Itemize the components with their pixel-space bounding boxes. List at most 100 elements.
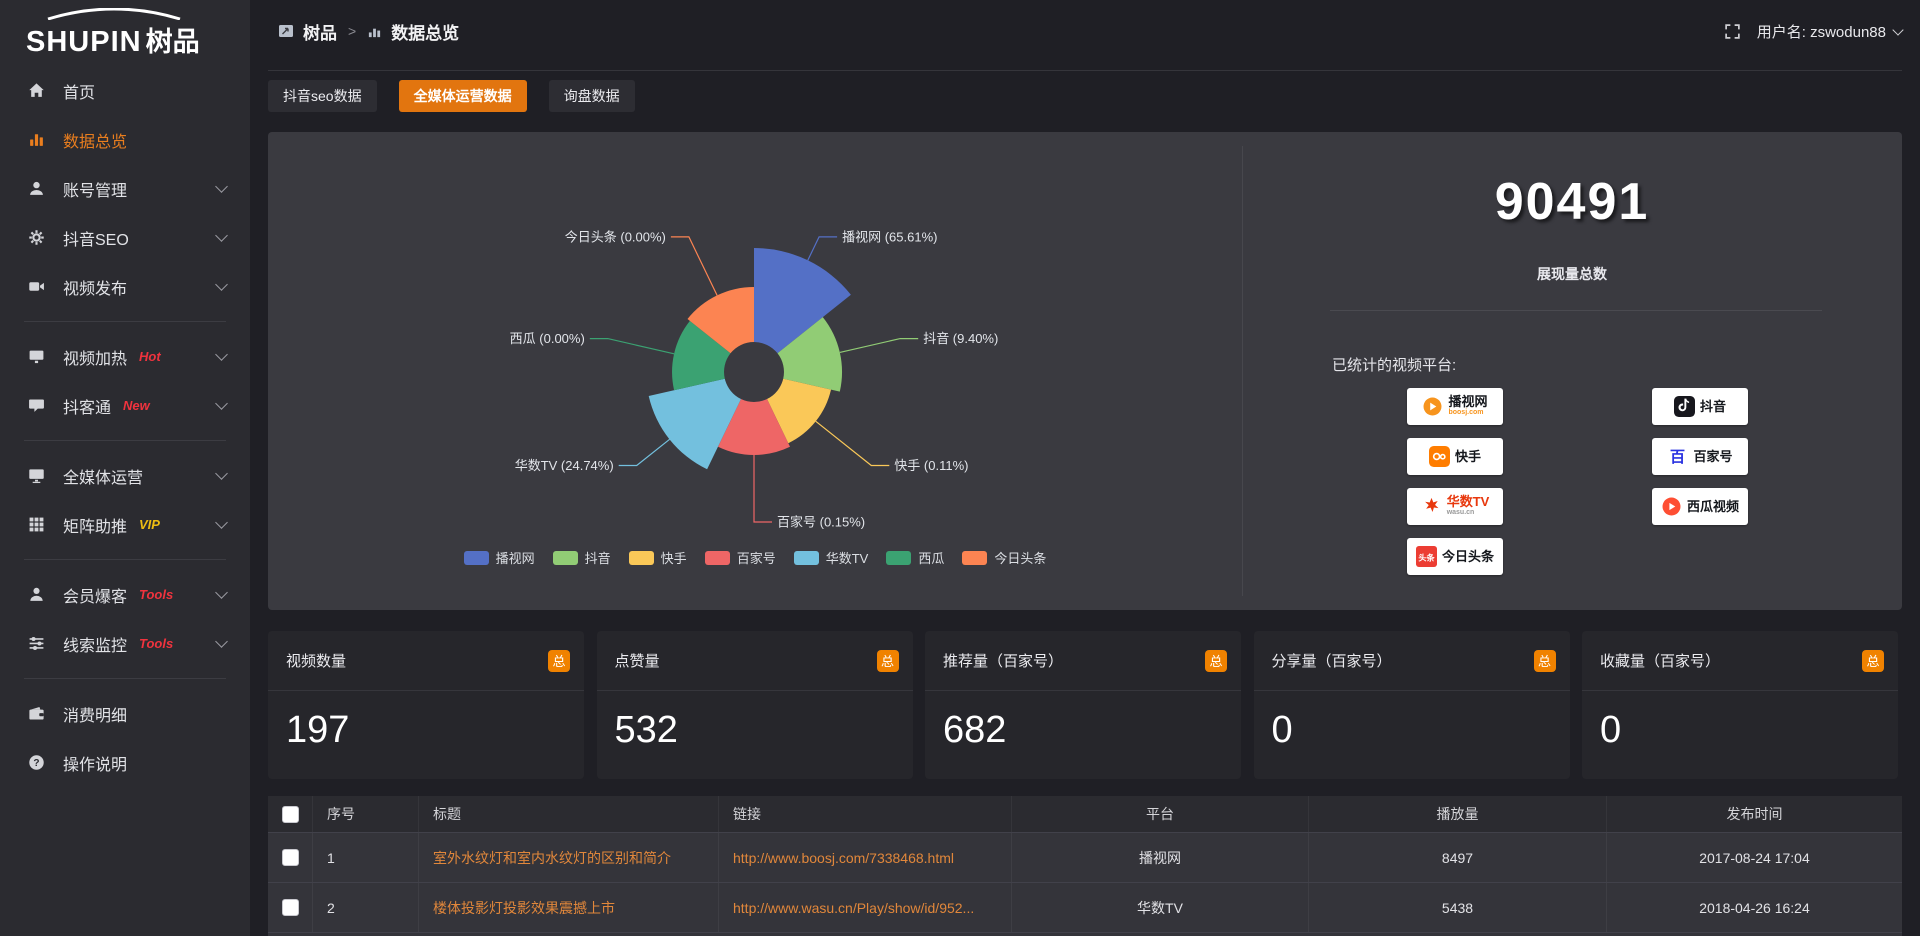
total-impressions-label: 展现量总数 — [1537, 266, 1607, 282]
chevron-down-icon[interactable] — [1892, 23, 1904, 36]
topbar: 树品 > 数据总览 用户名: zswodun88 — [250, 0, 1920, 71]
pie-slice-播视网[interactable] — [754, 248, 851, 354]
legend-item-华数TV[interactable]: 华数TV — [793, 548, 868, 567]
sidebar-item-badge: New — [123, 398, 150, 413]
row-checkbox[interactable] — [281, 849, 299, 866]
sidebar-item-账号管理[interactable]: 账号管理 — [0, 164, 250, 213]
sidebar-item-操作说明[interactable]: ? 操作说明 — [0, 738, 250, 787]
stat-card-点赞量: 点赞量 总 532 — [596, 631, 913, 779]
legend-item-西瓜[interactable]: 西瓜 — [886, 548, 944, 567]
table-row: 2 楼体投影灯投影效果震撼上市 http://www.wasu.cn/Play/sh… — [268, 883, 1902, 933]
sidebar-item-首页[interactable]: 首页 — [0, 66, 250, 115]
row-checkbox[interactable] — [281, 899, 299, 916]
total-badge[interactable]: 总 — [1205, 649, 1227, 672]
stat-card-label: 收藏量（百家号） — [1600, 653, 1721, 670]
sidebar-item-badge: VIP — [139, 517, 160, 532]
platform-badge-快手: 快手 — [1407, 438, 1503, 475]
total-badge[interactable]: 总 — [1862, 649, 1884, 672]
pie-label-line — [815, 420, 890, 467]
sidebar-item-label: 抖客通 — [63, 399, 112, 417]
select-all-checkbox[interactable] — [281, 805, 299, 823]
stat-card-label: 分享量（百家号） — [1271, 653, 1392, 670]
stat-card-label: 视频数量 — [286, 653, 347, 670]
pie-slice-华数TV[interactable] — [648, 378, 741, 470]
breadcrumb-root[interactable]: 树品 — [303, 23, 337, 43]
home-icon — [28, 82, 50, 99]
breadcrumb: 树品 > 数据总览 — [278, 0, 459, 62]
sidebar-item-线索监控[interactable]: 线索监控 Tools — [0, 619, 250, 668]
legend-item-抖音[interactable]: 抖音 — [552, 548, 611, 567]
sidebar-item-会员爆客[interactable]: 会员爆客 Tools — [0, 570, 250, 619]
sidebar-item-label: 消费明细 — [63, 707, 128, 725]
column-header-序号: 序号 — [313, 796, 419, 832]
sidebar-item-label: 操作说明 — [63, 756, 128, 774]
pie-slice-抖音[interactable] — [777, 317, 843, 392]
video-title-link[interactable]: 室外水纹灯和室内水纹灯的区别和简介 — [433, 849, 671, 866]
sidebar-item-全媒体运营[interactable]: 全媒体运营 — [0, 451, 250, 500]
sidebar-item-label: 会员爆客 — [63, 588, 128, 606]
platform-name: 西瓜视频 — [1686, 498, 1739, 514]
username-label[interactable]: 用户名: zswodun88 — [1756, 23, 1886, 41]
legend-item-播视网[interactable]: 播视网 — [463, 548, 535, 567]
tab-询盘数据[interactable]: 询盘数据 — [548, 80, 635, 112]
logo-text-en: SHUPIN — [26, 26, 142, 58]
fullscreen-icon[interactable] — [1724, 23, 1741, 40]
person-icon — [28, 586, 50, 603]
chevron-down-icon — [215, 348, 228, 361]
platforms-grid: 播视网 boosj.com 抖音 快手 百百家号 华数TV wasu.cn 西瓜视频 头条 今日头… — [1407, 388, 1748, 575]
stat-card-收藏量（百家号）: 收藏量（百家号） 总 0 — [1582, 631, 1898, 779]
sidebar-item-label: 全媒体运营 — [63, 469, 144, 487]
stat-cards: 视频数量总 197 点赞量总 532 推荐量（百家号）总 682 分享量（百家号）总 0 收藏量… — [268, 631, 1898, 779]
sidebar-item-label: 首页 — [63, 84, 96, 102]
sidebar-item-抖客通[interactable]: 抖客通 New — [0, 381, 250, 430]
pie-slice-今日头条[interactable] — [687, 287, 755, 354]
video-title-link[interactable]: 楼体投影灯投影效果震撼上市 — [433, 899, 615, 916]
sidebar-item-矩阵助推[interactable]: 矩阵助推 VIP — [0, 500, 250, 549]
stat-card-value: 0 — [1600, 709, 1622, 751]
video-url-link[interactable]: http://www.boosj.com/7338468.html — [733, 849, 955, 866]
sidebar-divider — [24, 559, 226, 560]
legend-swatch — [628, 550, 654, 565]
sidebar-item-抖音SEO[interactable]: 抖音SEO — [0, 213, 250, 262]
pie-label: 快手 (0.11%) — [894, 458, 968, 473]
pie-label-line — [618, 438, 670, 467]
sidebar-item-消费明细[interactable]: 消费明细 — [0, 689, 250, 738]
total-badge[interactable]: 总 — [876, 649, 899, 672]
video-url-link[interactable]: http://www.wasu.cn/Play/show/id/952... — [733, 899, 975, 916]
pie-chart: 播视网 (65.61%) 抖音 (9.40%) 快手 (0.11%) 百家号 (0.1… — [510, 229, 999, 529]
pie-slice-快手[interactable] — [767, 378, 831, 444]
stat-card-value: 197 — [286, 709, 350, 751]
pie-slice-百家号[interactable] — [718, 399, 790, 456]
column-header-播放量: 播放量 — [1309, 796, 1607, 832]
platform-badge-华数TV: 华数TV wasu.cn — [1407, 488, 1503, 525]
legend-swatch — [463, 550, 489, 565]
stat-card-value: 0 — [1271, 709, 1293, 751]
board-icon — [279, 25, 293, 37]
legend-label: 播视网 — [495, 551, 535, 566]
kuaishou-logo-icon — [1428, 446, 1450, 467]
tab-抖音seo数据[interactable]: 抖音seo数据 — [268, 80, 377, 112]
tab-全媒体运营数据[interactable]: 全媒体运营数据 — [398, 80, 527, 112]
publish-time-cell: 2017-08-24 17:04 — [1699, 849, 1810, 866]
gear-icon — [28, 229, 50, 246]
sidebar-item-视频加热[interactable]: 视频加热 Hot — [0, 332, 250, 381]
pie-label-line — [670, 236, 718, 296]
legend-item-百家号[interactable]: 百家号 — [704, 548, 776, 567]
legend-label: 快手 — [660, 551, 687, 566]
total-badge[interactable]: 总 — [1533, 649, 1556, 672]
xigua-logo-icon — [1661, 496, 1682, 517]
legend-swatch — [962, 550, 988, 565]
legend-item-快手[interactable]: 快手 — [628, 548, 687, 567]
chevron-down-icon — [215, 516, 228, 529]
pie-slice-西瓜[interactable] — [672, 320, 731, 391]
baijiahao-logo-icon: 百 — [1667, 446, 1688, 467]
sidebar-item-label: 数据总览 — [63, 133, 128, 151]
sidebar-item-label: 视频发布 — [63, 280, 128, 298]
legend-item-今日头条[interactable]: 今日头条 — [962, 548, 1046, 567]
chevron-down-icon — [215, 397, 228, 410]
stat-card-label: 点赞量 — [614, 653, 660, 670]
total-badge[interactable]: 总 — [548, 649, 570, 672]
sidebar-item-数据总览[interactable]: 数据总览 — [0, 115, 250, 164]
platform-subtext: boosj.com — [1448, 409, 1484, 417]
sidebar-item-视频发布[interactable]: 视频发布 — [0, 262, 250, 311]
